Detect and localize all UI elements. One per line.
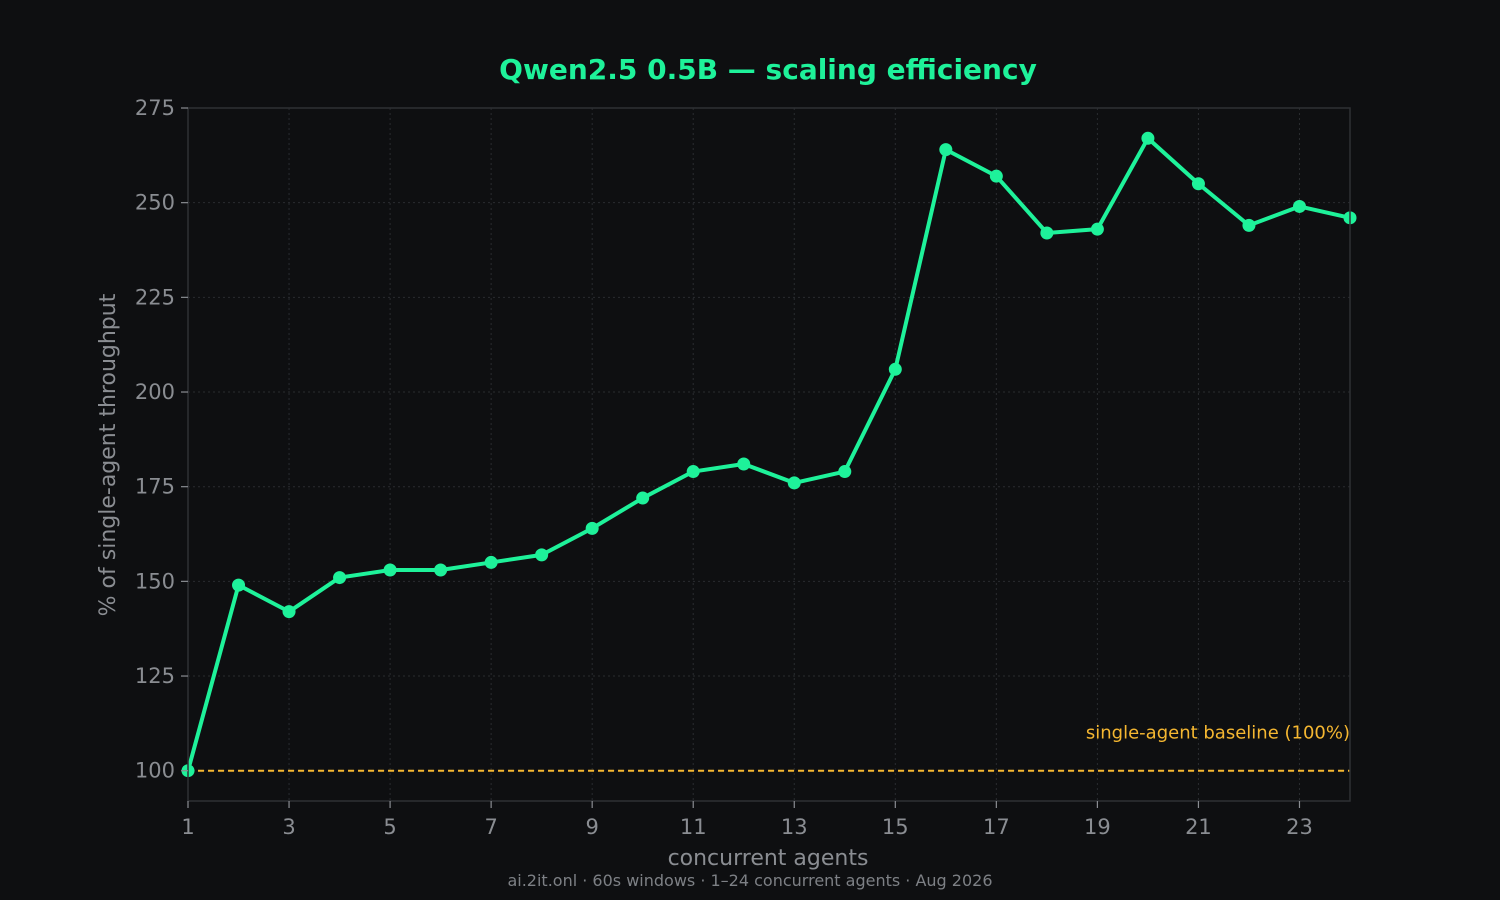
data-point [787, 476, 801, 490]
x-tick-label: 5 [383, 815, 396, 839]
data-point [939, 143, 953, 157]
y-tick-label: 175 [135, 475, 175, 499]
chart-title: Qwen2.5 0.5B — scaling efficiency [499, 53, 1037, 86]
y-tick-label: 250 [135, 191, 175, 215]
y-tick-label: 200 [135, 380, 175, 404]
data-point [636, 491, 650, 505]
x-tick-label: 9 [585, 815, 598, 839]
data-point [1141, 131, 1155, 145]
data-point [1040, 226, 1054, 240]
data-point [282, 605, 296, 619]
y-tick-label: 125 [135, 664, 175, 688]
x-tick-label: 17 [983, 815, 1010, 839]
data-point [232, 578, 246, 592]
y-tick-label: 275 [135, 96, 175, 120]
y-tick-label: 150 [135, 569, 175, 593]
data-point [1292, 199, 1306, 213]
plot-frame [187, 107, 1351, 802]
y-tick-label: 100 [135, 759, 175, 783]
x-tick-label: 23 [1286, 815, 1313, 839]
data-point [888, 362, 902, 376]
x-tick-label: 21 [1185, 815, 1212, 839]
data-point [333, 571, 347, 585]
data-point [737, 457, 751, 471]
x-tick-label: 19 [1084, 815, 1111, 839]
x-tick-label: 7 [484, 815, 497, 839]
chart-footer: ai.2it.onl · 60s windows · 1–24 concurre… [507, 871, 992, 890]
data-point [1242, 218, 1256, 232]
data-point [434, 563, 448, 577]
baseline: single-agent baseline (100%) [188, 723, 1350, 772]
data-point [1191, 177, 1205, 191]
data-point [585, 521, 599, 535]
data-point [686, 465, 700, 479]
x-tick-label: 13 [781, 815, 808, 839]
data-point [989, 169, 1003, 183]
data-point [1090, 222, 1104, 236]
y-tick-label: 225 [135, 285, 175, 309]
grid [187, 107, 1350, 801]
x-tick-label: 1 [181, 815, 194, 839]
series-line [186, 136, 1352, 773]
x-axis-label: concurrent agents [668, 846, 869, 871]
data-point [383, 563, 397, 577]
data-point [535, 548, 549, 562]
x-tick-label: 11 [680, 815, 707, 839]
y-axis-label: % of single-agent throughput [96, 293, 121, 616]
series [181, 131, 1357, 778]
data-point [838, 465, 852, 479]
data-point [484, 555, 498, 569]
axes: 1 3 5 7 9 11 13 15 17 19 21 23100125150175200225250… [135, 96, 1351, 839]
x-tick-label: 15 [882, 815, 909, 839]
x-tick-label: 3 [282, 815, 295, 839]
baseline-label: single-agent baseline (100%) [1086, 723, 1350, 744]
